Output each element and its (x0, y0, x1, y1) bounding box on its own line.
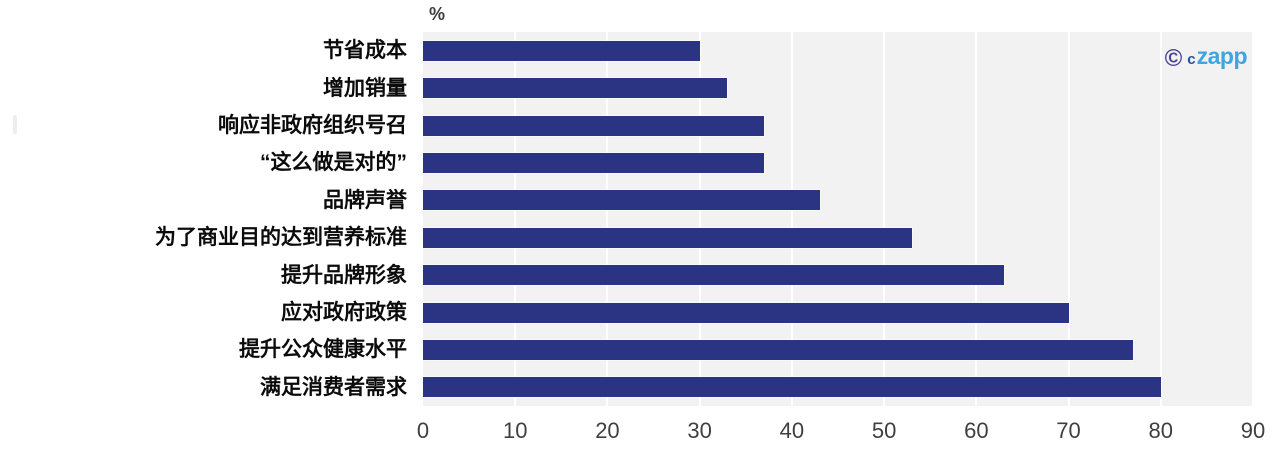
bar-row (423, 182, 1253, 219)
bar-row (423, 144, 1253, 181)
bar-2 (423, 78, 728, 99)
gridline (1159, 32, 1162, 406)
bar-6 (423, 227, 912, 248)
category-label: 为了商业目的达到营养标准 (155, 226, 407, 250)
x-tick-label: 10 (502, 418, 528, 443)
category-label-row: 节省成本 (0, 32, 415, 69)
x-tick-label: 20 (595, 418, 620, 443)
category-label: 提升公众健康水平 (239, 338, 407, 362)
bar-row (423, 256, 1253, 293)
bar-row (423, 294, 1253, 331)
category-label-row: 品牌声誉 (0, 182, 415, 219)
axis-unit-label: % (429, 4, 446, 24)
bar-row (423, 107, 1253, 144)
x-tick-label: 70 (1056, 418, 1081, 443)
category-label-row: 为了商业目的达到营养标准 (0, 219, 415, 256)
gridline (883, 32, 886, 406)
bar-row (423, 219, 1253, 256)
category-label-row: 增加销量 (0, 69, 415, 106)
category-labels: 节省成本增加销量响应非政府组织号召 “这么做是对的” 品牌声誉为了商业目的达到营养标… (0, 32, 415, 406)
gridline (698, 32, 701, 406)
category-label-row: 响应非政府组织号召 (0, 107, 415, 144)
category-label: 品牌声誉 (323, 188, 407, 212)
gridline (975, 32, 978, 406)
gridline (606, 32, 609, 406)
gridline (514, 32, 517, 406)
bar-row (423, 69, 1253, 106)
x-tick-label: 80 (1148, 418, 1174, 443)
bar-8 (423, 302, 1069, 323)
x-tick-label: 90 (1240, 418, 1266, 443)
category-label: 提升品牌形象 (281, 263, 407, 287)
copyright-icon: © (1164, 45, 1183, 72)
category-label-row: “这么做是对的” (0, 144, 415, 181)
gridline (790, 32, 793, 406)
plot-area: © c zapp (423, 32, 1254, 406)
category-label: 节省成本 (323, 39, 407, 63)
czapp-logo-name: zapp (1196, 43, 1248, 69)
bar-1 (423, 40, 700, 61)
bars (423, 32, 1253, 406)
category-label: 应对政府政策 (281, 301, 407, 325)
gridline (1067, 32, 1070, 406)
bar-10 (423, 377, 1161, 398)
czapp-logo: © c zapp (1164, 43, 1248, 72)
x-tick-label: 50 (871, 418, 897, 443)
category-label: “这么做是对的” (260, 151, 407, 175)
left-edge-artifact (13, 115, 17, 134)
bar-9 (423, 339, 1134, 360)
x-tick-label: 0 (416, 418, 430, 443)
bar-3 (423, 115, 765, 136)
category-label: 响应非政府组织号召 (218, 114, 407, 138)
category-label-row: 提升品牌形象 (0, 256, 415, 293)
x-tick-label: 30 (687, 418, 712, 443)
bar-4 (423, 152, 765, 173)
x-tick-label: 60 (964, 418, 989, 443)
x-tick-label: 40 (779, 418, 805, 443)
bar-7 (423, 265, 1004, 286)
bar-row (423, 331, 1253, 368)
category-label-row: 提升公众健康水平 (0, 331, 415, 368)
category-label: 满足消费者需求 (260, 375, 407, 399)
bar-row (423, 32, 1253, 69)
category-label-row: 满足消费者需求 (0, 369, 415, 406)
gridline (1252, 32, 1254, 406)
bar-row (423, 369, 1253, 406)
category-label-row: 应对政府政策 (0, 294, 415, 331)
bar-5 (423, 190, 820, 211)
x-axis: 0 10 20 30 40 50 60 70 80 90 (417, 418, 1265, 450)
czapp-logo-prefix: c (1187, 51, 1196, 68)
category-label: 增加销量 (323, 76, 407, 100)
